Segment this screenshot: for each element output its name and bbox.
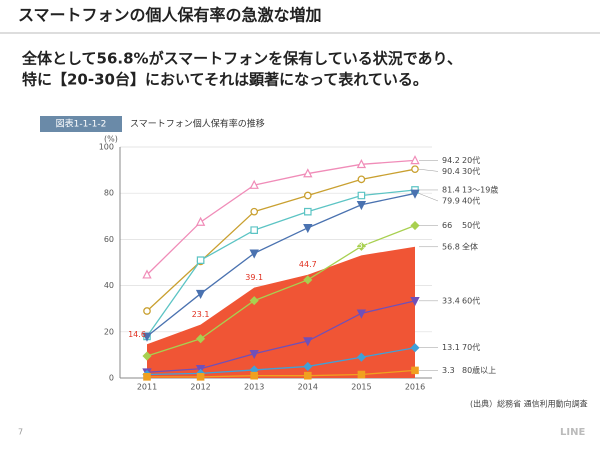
x-tick-label: 2014 xyxy=(298,383,318,392)
line xyxy=(146,192,416,337)
headline: 全体として56.8%がスマートフォンを保有している状況であり、 xyxy=(21,50,462,68)
line xyxy=(146,159,416,276)
marker xyxy=(249,179,259,189)
marker xyxy=(250,371,258,380)
y-tick-label: 100 xyxy=(99,143,114,152)
marker xyxy=(303,337,313,347)
y-tick-label: 80 xyxy=(104,189,114,198)
end-name: 50代 xyxy=(462,220,480,230)
marker xyxy=(249,296,259,306)
y-tick-label: 60 xyxy=(104,235,114,244)
marker xyxy=(142,351,152,361)
marker xyxy=(143,373,151,381)
end-value: 56.8 xyxy=(442,242,460,251)
marker xyxy=(356,200,367,211)
y-unit: (%) xyxy=(104,135,118,144)
marker xyxy=(196,256,205,264)
chart-title: スマートフォン個人保有率の推移 xyxy=(130,118,265,130)
end-value: 3.3 xyxy=(442,366,455,375)
marker xyxy=(195,216,206,226)
figure-label: 図表1-1-1-2 xyxy=(56,118,107,130)
line xyxy=(146,189,416,337)
end-value: 79.9 xyxy=(442,196,460,205)
end-value: 94.2 xyxy=(442,156,460,165)
end-name: 20代 xyxy=(462,155,480,165)
x-tick-label: 2012 xyxy=(190,383,210,392)
x-tick-label: 2011 xyxy=(137,383,157,392)
end-name: 70代 xyxy=(462,342,480,352)
marker xyxy=(357,175,366,184)
marker xyxy=(356,241,366,251)
marker xyxy=(303,361,313,371)
marker xyxy=(357,370,366,379)
end-name: 30代 xyxy=(462,166,480,176)
logo: LINE xyxy=(560,427,585,438)
y-tick-label: 20 xyxy=(104,327,114,336)
marker xyxy=(410,189,420,199)
y-tick-label: 0 xyxy=(109,374,114,383)
headline: 特に【20-30台】においてそれは顕著になって表れている。 xyxy=(22,71,428,89)
line xyxy=(146,300,416,373)
data-label: 39.1 xyxy=(245,273,263,282)
end-value: 90.4 xyxy=(442,167,460,176)
end-value: 13.1 xyxy=(442,343,460,352)
line xyxy=(146,224,416,357)
line xyxy=(147,369,416,378)
marker xyxy=(356,352,366,362)
marker xyxy=(142,269,152,279)
marker xyxy=(411,165,419,174)
marker xyxy=(249,349,259,360)
marker xyxy=(196,373,205,381)
leader xyxy=(418,168,439,172)
y-tick-label: 40 xyxy=(104,281,114,290)
marker xyxy=(356,159,367,169)
source: (出典）総務省 通信利用動向調査 xyxy=(470,399,588,409)
data-label: 53.1 xyxy=(352,241,370,250)
marker xyxy=(143,307,151,315)
leader xyxy=(418,193,439,202)
marker xyxy=(410,220,420,231)
figure-label-box xyxy=(40,116,122,132)
marker xyxy=(196,334,206,344)
page-number: 7 xyxy=(18,428,23,437)
data-label: 44.7 xyxy=(299,260,317,269)
marker xyxy=(356,309,367,319)
marker xyxy=(357,191,366,200)
marker xyxy=(304,371,312,380)
marker xyxy=(250,226,258,234)
data-label: 14.6 xyxy=(128,330,146,339)
x-tick-label: 2016 xyxy=(405,383,425,392)
marker xyxy=(410,343,420,353)
marker xyxy=(142,332,152,342)
marker xyxy=(410,297,420,307)
end-name: 60代 xyxy=(462,295,480,305)
line xyxy=(146,168,416,312)
end-value: 81.4 xyxy=(442,185,460,194)
marker xyxy=(303,168,313,178)
marker xyxy=(411,366,419,375)
marker xyxy=(249,249,259,259)
end-name: 全体 xyxy=(462,241,478,251)
marker xyxy=(410,155,420,165)
end-value: 33.4 xyxy=(442,296,460,305)
line xyxy=(146,347,416,376)
marker xyxy=(303,275,313,285)
marker xyxy=(303,224,313,234)
marker xyxy=(250,207,259,216)
slide-title: スマートフォンの個人保有率の急激な増加 xyxy=(18,6,322,25)
marker xyxy=(195,289,206,299)
end-name: 13～19歳 xyxy=(462,184,498,194)
data-label: 23.1 xyxy=(192,310,210,319)
x-tick-label: 2013 xyxy=(244,383,264,392)
marker xyxy=(304,207,312,216)
area xyxy=(147,246,415,378)
end-value: 66 xyxy=(442,221,452,230)
marker xyxy=(303,191,312,200)
end-name: 40代 xyxy=(462,195,480,205)
end-name: 80歳以上 xyxy=(462,365,496,375)
x-tick-label: 2015 xyxy=(351,383,371,392)
